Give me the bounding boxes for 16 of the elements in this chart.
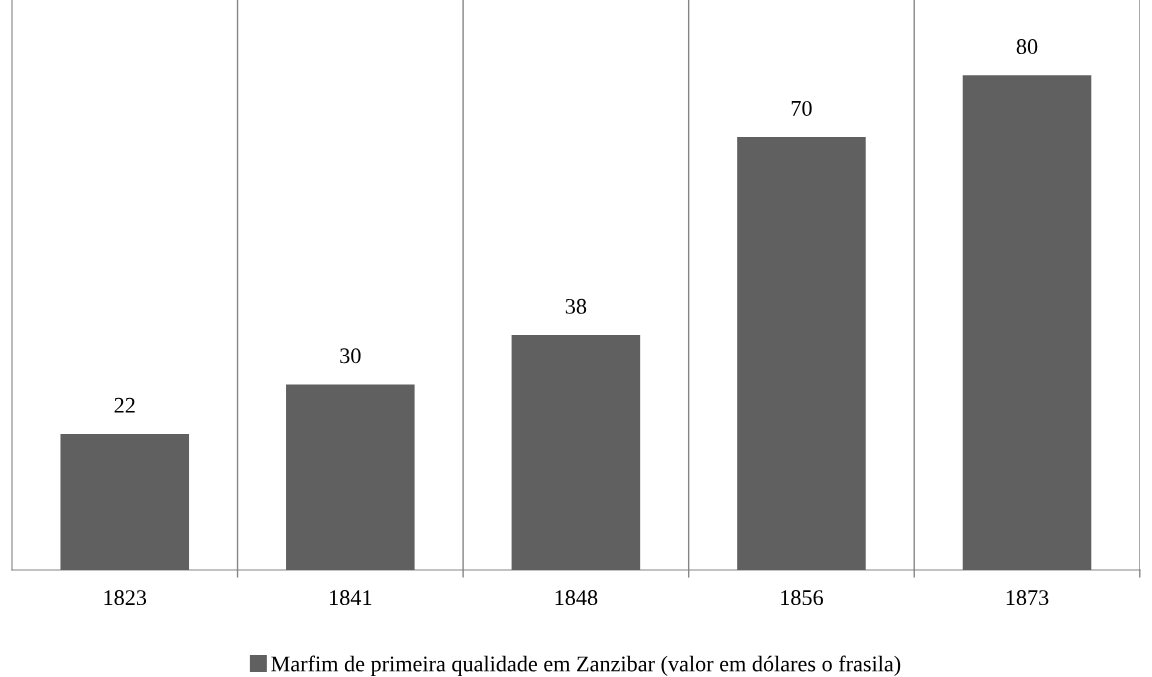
bar	[511, 334, 641, 571]
x-tick-label: 1841	[330, 590, 372, 606]
x-tick-label: 1823	[104, 590, 147, 606]
data-label: 38	[565, 298, 587, 314]
bar	[60, 433, 190, 571]
bar	[962, 75, 1092, 571]
data-label: 80	[1016, 39, 1038, 55]
data-label: 70	[791, 100, 812, 116]
data-label: 30	[340, 348, 361, 364]
data-label: 22	[114, 397, 135, 413]
legend-label: Marfim de primeira qualidade em Zanzibar (valor em dólares o frasila)	[271, 655, 901, 676]
bar	[737, 137, 866, 571]
x-tick-label: 1856	[781, 590, 824, 606]
bar	[286, 384, 415, 571]
x-tick-label: 1848	[555, 590, 598, 606]
x-tick-label: 1873	[1006, 590, 1049, 606]
